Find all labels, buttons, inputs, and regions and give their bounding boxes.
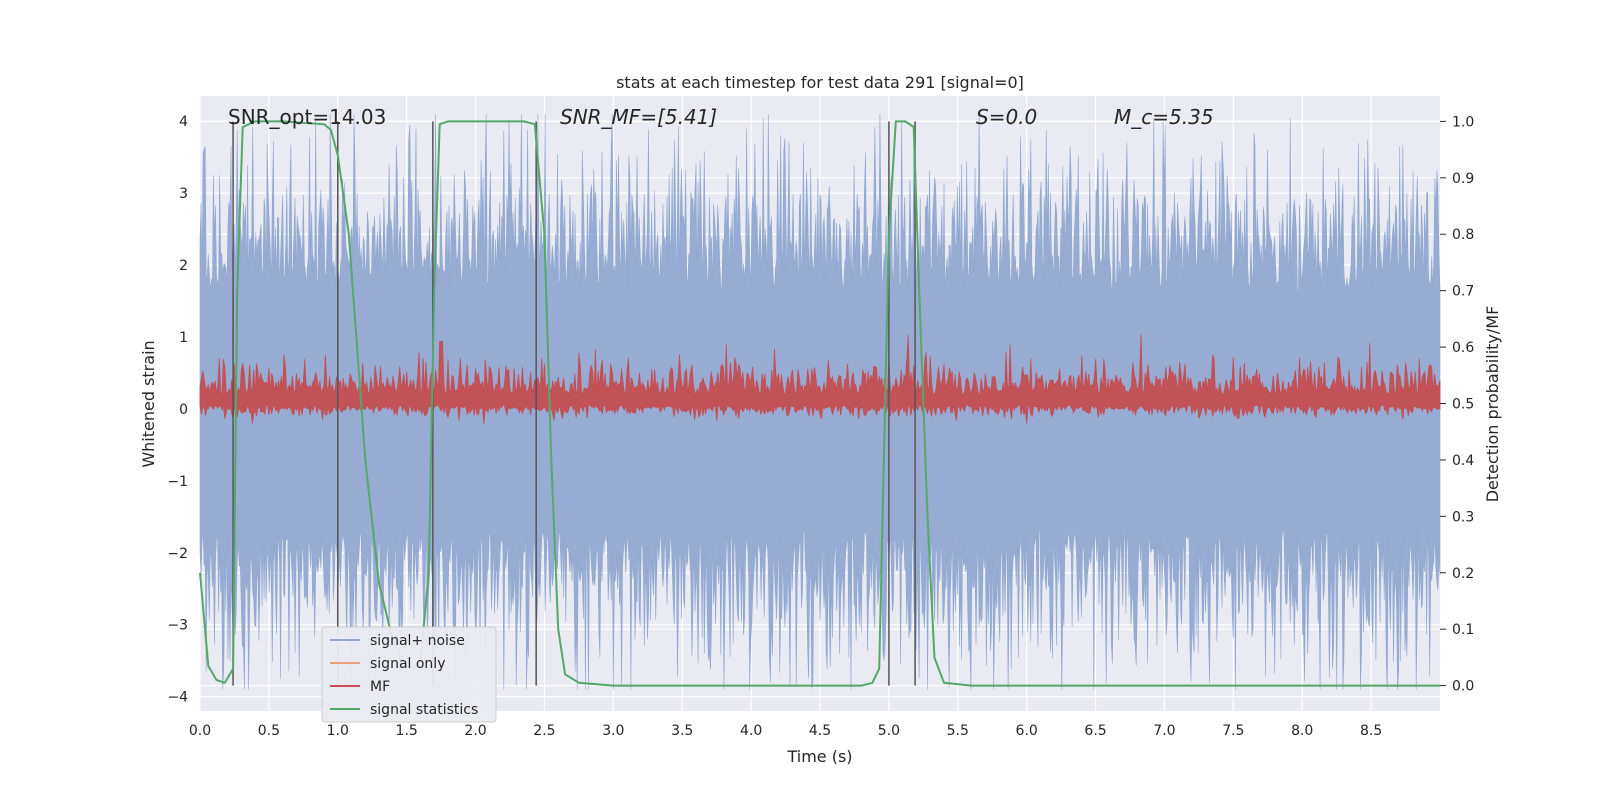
x-tick-label: 0.5: [258, 723, 280, 739]
y-axis-label-right: Detection probability/MF: [1483, 306, 1502, 503]
legend-label-noise: signal+ noise: [370, 633, 465, 649]
x-tick-label: 2.0: [464, 723, 486, 739]
annotation-mc-value: M_c=5.35: [1114, 105, 1214, 129]
signal-statistics-line: [199, 120, 1440, 687]
x-tick-label: 8.0: [1291, 723, 1313, 739]
legend: signal+ noise signal only MF signal stat…: [321, 626, 497, 723]
tick-labels: 0.0 0.5 1.0 1.5 2.0 2.5 3.0 3.5 4.0 4.5 5.0 5.5 6.0 6…: [167, 114, 1474, 739]
x-tick-label: 5.0: [878, 723, 900, 739]
legend-box: [321, 626, 497, 723]
y-right-tick-label: 0.0: [1452, 679, 1474, 695]
mf-series: [199, 334, 1441, 425]
x-tick-label: 6.0: [1016, 723, 1038, 739]
y-right-tick-label: 0.9: [1452, 171, 1474, 187]
y-right-tick-label: 0.2: [1452, 566, 1474, 582]
x-tick-label: 7.5: [1222, 723, 1244, 739]
y-right-tick-label: 0.6: [1452, 340, 1474, 356]
y-tick-label: 2: [179, 258, 188, 274]
x-tick-label: 4.0: [740, 723, 762, 739]
y-right-tick-label: 0.4: [1452, 453, 1474, 469]
y-tick-label: −3: [167, 618, 188, 634]
x-tick-label: 0.0: [189, 723, 211, 739]
x-tick-label: 5.5: [947, 723, 969, 739]
annotation-snr-opt: SNR_opt=14.03: [228, 105, 386, 129]
x-tick-label: 1.0: [327, 723, 349, 739]
y-tick-label: −4: [167, 690, 188, 706]
y-axis-label: Whitened strain: [139, 340, 158, 467]
y-tick-label: −2: [167, 546, 188, 562]
x-tick-label: 3.0: [602, 723, 624, 739]
x-axis-label: Time (s): [786, 747, 852, 766]
y-tick-label: 4: [179, 114, 188, 130]
annotation-snr-mf: SNR_MF=[5.41]: [560, 105, 717, 129]
x-tick-label: 6.5: [1084, 723, 1106, 739]
y-right-tick-label: 1.0: [1452, 114, 1474, 130]
mf-area: [199, 334, 1441, 425]
annotation-s-value: S=0.0: [976, 105, 1037, 129]
x-tick-label: 1.5: [396, 723, 418, 739]
y-tick-label: −1: [167, 474, 188, 490]
y-right-tick-label: 0.5: [1452, 397, 1474, 413]
y-right-tick-label: 0.1: [1452, 622, 1474, 638]
y-right-tick-label: 0.8: [1452, 227, 1474, 243]
y-tick-label: 1: [179, 330, 188, 346]
y-tick-label: 3: [179, 186, 188, 202]
y-right-tick-label: 0.7: [1452, 284, 1474, 300]
chart-title: stats at each timestep for test data 291…: [616, 73, 1024, 92]
x-tick-label: 4.5: [809, 723, 831, 739]
y-tick-label: 0: [179, 402, 188, 418]
legend-label-mf: MF: [370, 679, 390, 695]
signal-statistics-series: [199, 120, 1440, 687]
y-right-tick-label: 0.3: [1452, 509, 1474, 525]
x-tick-label: 3.5: [671, 723, 693, 739]
x-tick-label: 8.5: [1360, 723, 1382, 739]
x-tick-label: 7.0: [1153, 723, 1175, 739]
legend-label-statistics: signal statistics: [370, 702, 478, 718]
legend-label-signal-only: signal only: [370, 656, 445, 672]
x-tick-label: 2.5: [533, 723, 555, 739]
